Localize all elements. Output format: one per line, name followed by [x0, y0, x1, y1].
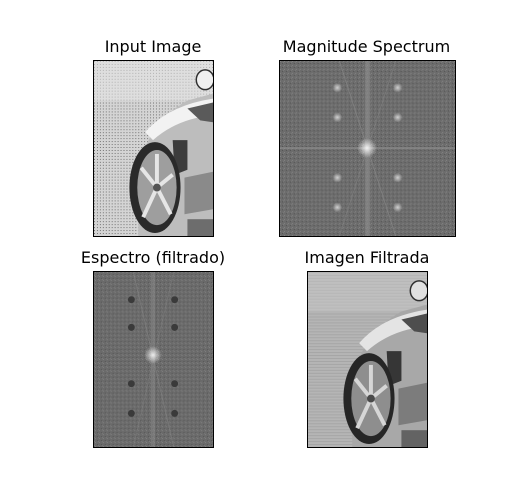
- panel-title-magnitude-spectrum: Magnitude Spectrum: [282, 37, 451, 56]
- car-image-filtered: [308, 272, 427, 447]
- panel-title-input-image: Input Image: [104, 37, 202, 56]
- imagen-filtrada-panel: [307, 271, 428, 448]
- panel-title-imagen-filtrada: Imagen Filtrada: [304, 248, 430, 267]
- panel-title-espectro-filtrado: Espectro (filtrado): [80, 248, 226, 267]
- espectro-filtrado-panel: [93, 271, 214, 448]
- magnitude-spectrum-image: [280, 61, 455, 236]
- filtered-spectrum-image: [94, 272, 213, 447]
- input-image-panel: [93, 60, 214, 237]
- car-image-input: [94, 61, 213, 236]
- magnitude-spectrum-panel: [279, 60, 456, 237]
